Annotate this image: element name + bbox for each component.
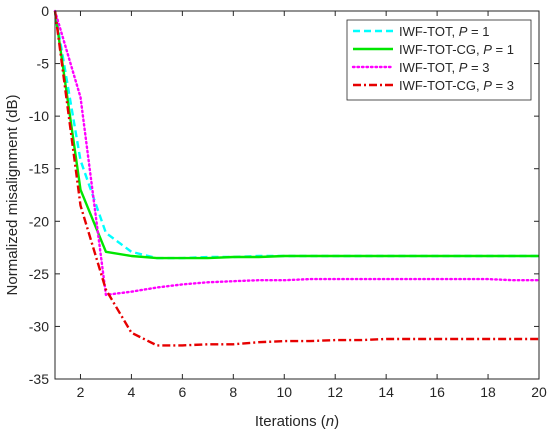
plot-frame [54, 10, 540, 380]
series-line-4 [53, 10, 539, 347]
series-line-3 [53, 9, 541, 297]
x-axis-label: Iterations (n) [255, 413, 339, 430]
ticks-group: 2 4 6 8 10 12 14 16 18 20 0 -5 -10 -15 -20 -25 -30 -35 [29, 3, 547, 400]
y-axis-label: Normalized misalignment (dB) [4, 95, 21, 296]
y-tick-label: -25 [29, 266, 49, 282]
x-axis-label-var: n [326, 413, 334, 430]
x-tick-label: 16 [429, 384, 445, 400]
x-axis-label-text: Iterations [255, 413, 317, 430]
x-tick-label: 20 [531, 384, 547, 400]
y-tick-label: -5 [37, 56, 50, 72]
y-tick-label: -15 [29, 161, 49, 177]
x-tick-label: 2 [77, 384, 85, 400]
legend-label-4: IWF-TOT-CG, P = 3 [399, 78, 514, 93]
series-group [53, 9, 541, 347]
legend: IWF-TOT, P = 1 IWF-TOT-CG, P = 1 IWF-TOT, … [346, 19, 532, 101]
x-tick-label: 4 [128, 384, 136, 400]
y-tick-label: 0 [41, 3, 49, 19]
x-tick-label: 12 [327, 384, 343, 400]
x-tick-label: 18 [480, 384, 496, 400]
x-tick-label: 10 [276, 384, 292, 400]
y-tick-label: -35 [29, 371, 49, 387]
x-tick-label: 14 [378, 384, 394, 400]
legend-label-1: IWF-TOT, P = 1 [399, 24, 489, 39]
x-tick-label: 8 [229, 384, 237, 400]
x-tick-label: 6 [178, 384, 186, 400]
legend-label-3: IWF-TOT, P = 3 [399, 60, 489, 75]
legend-box [346, 19, 532, 101]
series-line-2 [53, 10, 539, 260]
y-tick-label: -20 [29, 213, 49, 229]
y-tick-label: -10 [29, 108, 49, 124]
y-tick-label: -30 [29, 318, 49, 334]
legend-label-2: IWF-TOT-CG, P = 1 [399, 42, 514, 57]
